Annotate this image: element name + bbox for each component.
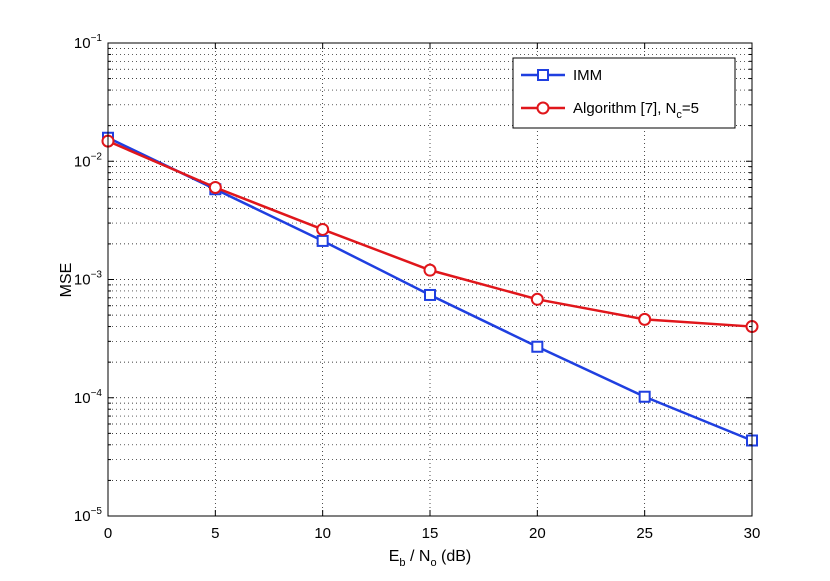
y-tick-label-exponent: −5 — [91, 506, 103, 517]
y-tick-label-exponent: −2 — [91, 151, 103, 162]
x-tick-label: 0 — [104, 525, 112, 542]
x-tick-label: 20 — [529, 525, 546, 542]
y-tick-label-base: 10 — [74, 35, 91, 52]
data-point-circle — [530, 292, 544, 306]
data-point-square — [316, 234, 329, 247]
x-tick-label: 5 — [211, 525, 219, 542]
x-tick-label: 25 — [636, 525, 653, 542]
x-axis-label-subscript: b — [399, 557, 405, 569]
x-tick-label: 30 — [744, 525, 761, 542]
y-tick-label: 10−1 — [74, 33, 103, 52]
y-tick-label-exponent: −3 — [91, 270, 103, 281]
x-axis-label: Eb / No (dB) — [389, 548, 471, 569]
y-tick-label: 10−3 — [74, 270, 103, 289]
legend-marker-circle — [536, 101, 550, 115]
y-tick-label-base: 10 — [74, 272, 91, 289]
y-tick-label-base: 10 — [74, 153, 91, 170]
x-tick-label: 10 — [314, 525, 331, 542]
x-axis-label-part: (dB) — [437, 548, 472, 565]
y-tick-label-base: 10 — [74, 390, 91, 407]
x-axis-label-subscript: o — [430, 557, 436, 569]
y-axis-label: MSE — [58, 263, 75, 298]
x-tick-label: 15 — [422, 525, 439, 542]
y-tick-label: 10−2 — [74, 151, 103, 170]
legend-box — [512, 57, 736, 129]
data-point-square — [424, 288, 436, 301]
legend-label-algorithm: Algorithm [7], Nc=5 — [573, 100, 699, 121]
y-tick-label-exponent: −4 — [91, 388, 103, 399]
y-tick-labels: 10−110−210−310−410−5 — [74, 33, 103, 525]
x-axis-label-part: / N — [406, 548, 431, 565]
legend-label-algorithm-part: =5 — [682, 100, 699, 117]
data-point-circle — [316, 222, 330, 236]
y-tick-label-exponent: −1 — [91, 33, 103, 44]
legend-label-algorithm-subscript: c — [676, 109, 682, 121]
ticks — [107, 42, 753, 517]
legend-label-imm-part: IMM — [573, 67, 602, 84]
data-point-square — [638, 390, 651, 403]
y-tick-label-base: 10 — [74, 508, 91, 525]
data-point-circle — [423, 263, 437, 277]
x-axis-label-part: E — [389, 548, 400, 565]
y-tick-label: 10−5 — [74, 506, 103, 525]
legend-label-algorithm-part: Algorithm [7], N — [573, 100, 676, 117]
data-point-circle — [638, 312, 652, 326]
y-tick-label: 10−4 — [74, 388, 103, 407]
data-point-square — [531, 340, 544, 353]
legend: IMM Algorithm [7], Nc=5 — [512, 57, 736, 129]
data-point-circle — [208, 180, 222, 194]
legend-marker-square — [537, 69, 549, 81]
legend-label-imm: IMM — [573, 67, 602, 84]
x-tick-labels: 0 5 10 15 20 25 30 — [104, 525, 761, 542]
